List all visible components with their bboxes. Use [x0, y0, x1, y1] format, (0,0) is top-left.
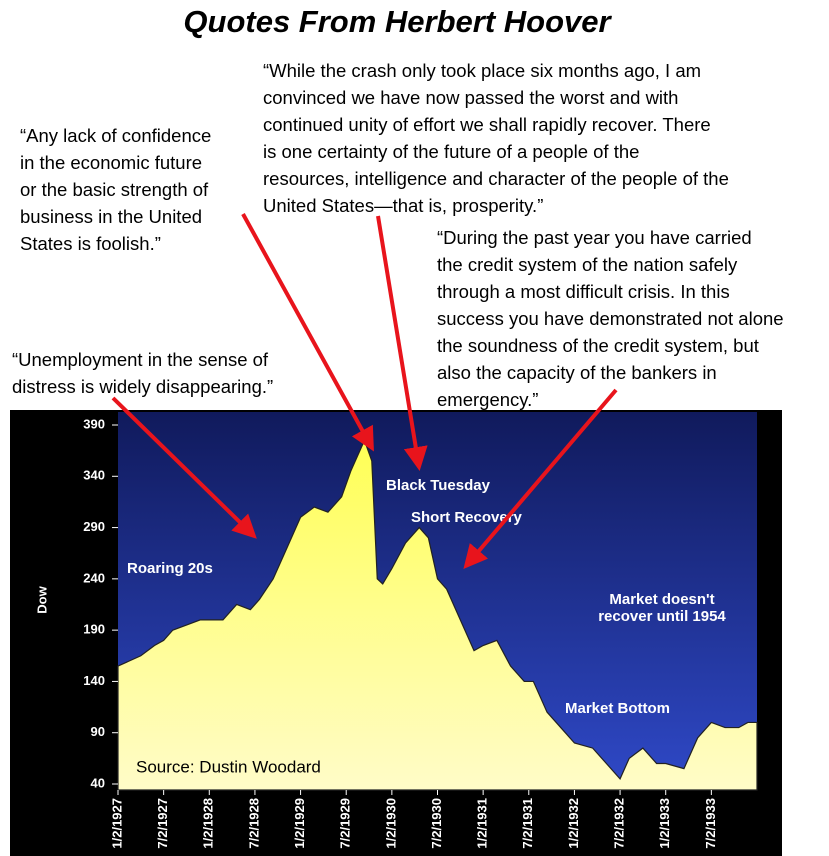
- annotation: Market doesn't: [609, 591, 714, 608]
- y-tick-label: 190: [83, 622, 105, 637]
- x-tick-label: 1/2/1929: [292, 798, 307, 849]
- y-axis-label: Dow: [34, 585, 49, 613]
- annotation: Black Tuesday: [386, 477, 491, 494]
- x-tick-label: 7/2/1928: [246, 798, 261, 849]
- quote-line: business in the United: [20, 206, 202, 227]
- arrow: [111, 396, 257, 539]
- annotation: recover until 1954: [598, 608, 726, 625]
- x-tick-label: 1/2/1931: [475, 798, 490, 849]
- quote-line: “Unemployment in the sense of: [12, 349, 269, 370]
- y-tick-label: 90: [91, 724, 105, 739]
- quote-line: continued unity of effort we shall rapid…: [263, 114, 711, 135]
- quote-line: “Any lack of confidence: [20, 125, 211, 146]
- y-tick-label: 290: [83, 519, 105, 534]
- annotation: Market Bottom: [565, 700, 670, 717]
- quote-line: resources, intelligence and character of…: [263, 168, 729, 189]
- x-tick-label: 7/2/1932: [612, 798, 627, 849]
- arrow: [241, 213, 374, 452]
- x-tick-label: 7/2/1931: [520, 798, 535, 849]
- x-tick-label: 7/2/1930: [429, 798, 444, 849]
- quote-line: “While the crash only took place six mon…: [263, 60, 701, 81]
- y-tick-label: 240: [83, 570, 105, 585]
- x-tick-label: 1/2/1932: [566, 798, 581, 849]
- quote-line: convinced we have now passed the worst a…: [263, 87, 678, 108]
- quote-line: States is foolish.”: [20, 233, 161, 254]
- x-tick-label: 7/2/1929: [338, 798, 353, 849]
- y-tick-label: 390: [83, 416, 105, 431]
- x-tick-label: 7/2/1927: [155, 798, 170, 849]
- quote-line: is one certainty of the future of a peop…: [263, 141, 639, 162]
- quote-line: or the basic strength of: [20, 179, 209, 200]
- quote-line: United States—that is, prosperity.”: [263, 195, 543, 216]
- y-tick-label: 40: [91, 775, 105, 790]
- x-tick-label: 7/2/1933: [703, 798, 718, 849]
- arrows: [111, 213, 618, 570]
- quote-line: distress is widely disappearing.”: [12, 376, 273, 397]
- annotation: Roaring 20s: [127, 560, 213, 577]
- annotation: Short Recovery: [411, 509, 523, 526]
- y-tick-label: 340: [83, 468, 105, 483]
- area: [117, 438, 758, 791]
- arrow: [463, 388, 618, 570]
- x-tick-label: 1/2/1928: [201, 798, 216, 849]
- quote-line: the credit system of the nation safely: [437, 254, 738, 275]
- x-tick-label: 1/2/1930: [383, 798, 398, 849]
- quote-line: also the capacity of the bankers in: [437, 362, 717, 383]
- y-tick-label: 140: [83, 673, 105, 688]
- quote-line: “During the past year you have carried: [437, 227, 752, 248]
- quote-line: success you have demonstrated not alone: [437, 308, 784, 329]
- x-tick-label: 1/2/1933: [657, 798, 672, 849]
- page-title: Quotes From Herbert Hoover: [183, 4, 612, 39]
- arrow: [376, 215, 428, 471]
- quote-line: emergency.”: [437, 389, 538, 410]
- source: Source: Dustin Woodard: [136, 757, 321, 776]
- quote-line: in the economic future: [20, 152, 202, 173]
- quote-line: through a most difficult crisis. In this: [437, 281, 730, 302]
- quote-line: the soundness of the credit system, but: [437, 335, 759, 356]
- x-tick-label: 1/2/1927: [109, 798, 124, 849]
